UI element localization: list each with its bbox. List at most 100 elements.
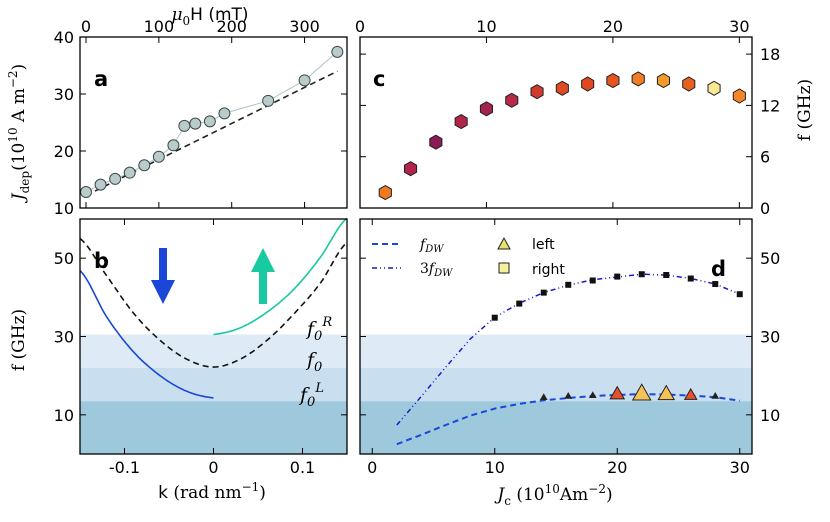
panel-a-ylabel: Jdep(1010 A m−2) [6,64,32,203]
panel-a-xtick-label-0: 0 [81,17,91,36]
panel-a-xtick-label-2: 200 [216,17,247,36]
panel-c-point-0 [378,185,392,201]
panel-a-ytick-label-2: 30 [54,85,74,104]
panel-c-xtick-label-2: 20 [603,17,623,36]
panel-a-point-9 [203,115,216,128]
panel-a-fit-line [85,70,338,197]
panel-d-square-1 [516,300,523,307]
legend-right-marker [498,262,510,274]
panel-b-series-2 [213,217,348,336]
panel-d-triangle-0 [539,393,548,400]
panel-d-square-3 [565,281,572,288]
panel-b-xtick-label-2: 0.1 [290,458,315,477]
curve-label-f0R: f0R [305,315,332,344]
panel-b: -0.1 0 0.1 10 30 50 [54,217,348,477]
panel-b-ylabel: f (GHz) [9,309,29,371]
panel-d-xtick-label-3: 30 [730,458,750,477]
panel-a-xtick-label-3: 300 [289,17,320,36]
panel-d-series-0 [396,393,740,446]
panel-d-xtick-label-2: 20 [607,458,627,477]
panel-c: 0 10 20 30 0 6 12 18 [355,17,780,218]
panel-d-triangle-7 [711,392,720,399]
panel-d-square-6 [638,271,645,278]
panel-d-triangle-3 [609,385,626,400]
panel-a-ytick-label-0: 10 [54,199,74,218]
panel-c-ytick-label-3: 18 [760,45,780,64]
legend-3fdw-label: 3fDW [420,261,453,279]
panel-d-triangle-1 [564,392,573,399]
panel-d-xtick-label-0: 0 [367,458,377,477]
panel-a-top-xlabel: μ0H (mT) [171,5,248,28]
panel-b-series-0 [79,270,214,399]
panel-d-xlabel: Jc (1010Am−2) [494,482,612,508]
panel-d-square-10 [736,291,743,298]
panel-b-frame [79,218,348,455]
panel-c-ytick-label-1: 6 [760,148,770,167]
panel-a-point-2 [109,172,122,185]
panel-d-square-9 [712,281,719,288]
panel-c-xtick-label-0: 0 [355,17,365,36]
panel-a-point-6 [167,139,180,152]
panel-c-point-13 [707,80,721,96]
panel-a: 0 100 200 300 10 20 30 40 [54,17,348,218]
legend-fdw-label: fDW [419,237,444,255]
panel-d-triangle-6 [683,387,698,400]
panel-b-ytick-label-1: 30 [54,328,74,347]
panel-c-xtick-label-1: 10 [476,17,496,36]
panel-b-series-1 [79,237,348,368]
panel-b-xlabel: k (rad nm−1) [158,480,266,503]
panel-a-point-7 [178,119,191,132]
panel-a-frame [79,36,348,209]
legend-left-label: left [532,237,555,253]
legend-right-label: right [532,262,565,278]
panel-c-ytick-label-2: 12 [760,96,780,115]
panel-a-point-5 [152,150,165,163]
panel-a-point-13 [331,45,344,58]
panel-d-square-8 [687,275,694,282]
panel-b-xtick-label-0: -0.1 [109,458,140,477]
panel-c-point-5 [505,92,519,108]
panel-d-triangle-4 [631,383,652,401]
curve-label-f0: f0 [305,349,322,375]
panel-c-point-12 [682,76,696,92]
panel-d-square-4 [589,277,596,284]
panel-d-letter: d [711,257,726,281]
panel-c-point-8 [581,76,595,92]
arrow-up [251,248,275,304]
panel-d-square-7 [663,272,670,279]
band-2 [80,334,347,368]
panel-c-point-9 [606,73,620,89]
panel-a-ytick-label-3: 40 [54,28,74,47]
panel-a-point-1 [94,178,107,191]
panel-b-letter: b [94,249,109,273]
panel-a-point-3 [123,166,136,179]
panel-b-ytick-label-2: 50 [54,249,74,268]
panel-a-ytick-label-1: 20 [54,142,74,161]
panel-a-point-8 [189,117,202,130]
panel-c-point-7 [555,80,569,96]
arrow-down [151,248,175,304]
panel-b-xtick-label-1: 0 [208,458,218,477]
panel-d-ytick-label-0: 10 [760,406,780,425]
panel-d-frame [359,218,753,455]
panel-d: 0 10 20 30 10 30 50 [359,218,780,477]
panel-a-point-11 [262,94,275,107]
panel-c-point-6 [530,84,544,100]
panel-a-point-12 [298,74,311,87]
legend-left-marker [497,236,511,250]
panel-c-ytick-label-0: 0 [760,199,770,218]
panel-b-ytick-label-0: 10 [54,406,74,425]
panel-d-ytick-label-2: 50 [760,249,780,268]
band-1 [80,367,347,402]
band-0 [80,401,347,454]
panel-c-point-4 [479,101,493,117]
panel-d-triangle-2 [588,391,597,398]
panel-a-point-0 [80,186,92,199]
panel-d-square-2 [540,289,547,296]
panel-d-legend: fDW 3fDW left right [372,236,565,279]
panel-c-point-2 [429,134,443,150]
panel-c-point-14 [732,88,746,104]
panel-c-ylabel: f (GHz) [795,79,815,141]
panel-c-point-10 [631,71,645,87]
